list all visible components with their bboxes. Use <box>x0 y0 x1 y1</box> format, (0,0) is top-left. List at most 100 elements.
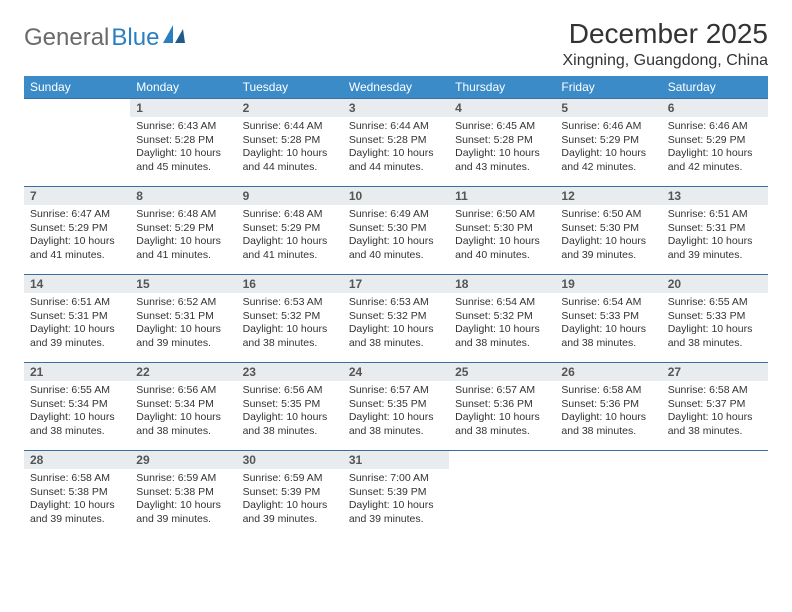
daylight-line: Daylight: 10 hours and 43 minutes. <box>455 147 549 174</box>
sunrise-line: Sunrise: 6:56 AM <box>243 384 337 398</box>
day-cell: 13Sunrise: 6:51 AMSunset: 5:31 PMDayligh… <box>662 187 768 275</box>
sunset-line: Sunset: 5:30 PM <box>561 222 655 236</box>
day-body: Sunrise: 6:57 AMSunset: 5:36 PMDaylight:… <box>449 381 555 443</box>
sunrise-line: Sunrise: 6:52 AM <box>136 296 230 310</box>
daylight-line: Daylight: 10 hours and 44 minutes. <box>243 147 337 174</box>
day-body: Sunrise: 6:58 AMSunset: 5:36 PMDaylight:… <box>555 381 661 443</box>
daylight-line: Daylight: 10 hours and 38 minutes. <box>349 323 443 350</box>
daylight-line: Daylight: 10 hours and 38 minutes. <box>136 411 230 438</box>
day-cell: 20Sunrise: 6:55 AMSunset: 5:33 PMDayligh… <box>662 275 768 363</box>
day-number: 16 <box>237 275 343 293</box>
day-cell: 3Sunrise: 6:44 AMSunset: 5:28 PMDaylight… <box>343 99 449 187</box>
day-number: 22 <box>130 363 236 381</box>
day-cell: 18Sunrise: 6:54 AMSunset: 5:32 PMDayligh… <box>449 275 555 363</box>
day-number: 23 <box>237 363 343 381</box>
day-cell: 26Sunrise: 6:58 AMSunset: 5:36 PMDayligh… <box>555 363 661 451</box>
daylight-line: Daylight: 10 hours and 38 minutes. <box>668 323 762 350</box>
day-number: 9 <box>237 187 343 205</box>
location: Xingning, Guangdong, China <box>563 52 769 70</box>
day-body: Sunrise: 6:56 AMSunset: 5:35 PMDaylight:… <box>237 381 343 443</box>
day-number: 3 <box>343 99 449 117</box>
sunset-line: Sunset: 5:39 PM <box>243 486 337 500</box>
sunset-line: Sunset: 5:29 PM <box>30 222 124 236</box>
day-number: 20 <box>662 275 768 293</box>
sunset-line: Sunset: 5:38 PM <box>30 486 124 500</box>
calendar-row: 14Sunrise: 6:51 AMSunset: 5:31 PMDayligh… <box>24 275 768 363</box>
daylight-line: Daylight: 10 hours and 41 minutes. <box>243 235 337 262</box>
day-number: 25 <box>449 363 555 381</box>
sunrise-line: Sunrise: 6:43 AM <box>136 120 230 134</box>
day-number: 2 <box>237 99 343 117</box>
day-cell: 30Sunrise: 6:59 AMSunset: 5:39 PMDayligh… <box>237 451 343 539</box>
sunset-line: Sunset: 5:39 PM <box>349 486 443 500</box>
day-cell: 8Sunrise: 6:48 AMSunset: 5:29 PMDaylight… <box>130 187 236 275</box>
sunrise-line: Sunrise: 6:46 AM <box>561 120 655 134</box>
day-number: 17 <box>343 275 449 293</box>
day-cell: 6Sunrise: 6:46 AMSunset: 5:29 PMDaylight… <box>662 99 768 187</box>
sunset-line: Sunset: 5:28 PM <box>243 134 337 148</box>
day-body: Sunrise: 6:53 AMSunset: 5:32 PMDaylight:… <box>237 293 343 355</box>
sunrise-line: Sunrise: 6:53 AM <box>349 296 443 310</box>
sunset-line: Sunset: 5:35 PM <box>349 398 443 412</box>
day-number: 12 <box>555 187 661 205</box>
sunset-line: Sunset: 5:34 PM <box>136 398 230 412</box>
day-cell: 10Sunrise: 6:49 AMSunset: 5:30 PMDayligh… <box>343 187 449 275</box>
day-cell: 21Sunrise: 6:55 AMSunset: 5:34 PMDayligh… <box>24 363 130 451</box>
day-body: Sunrise: 6:46 AMSunset: 5:29 PMDaylight:… <box>662 117 768 179</box>
sunset-line: Sunset: 5:29 PM <box>668 134 762 148</box>
day-number: 14 <box>24 275 130 293</box>
sunrise-line: Sunrise: 6:50 AM <box>455 208 549 222</box>
day-cell: 31Sunrise: 7:00 AMSunset: 5:39 PMDayligh… <box>343 451 449 539</box>
sunset-line: Sunset: 5:33 PM <box>561 310 655 324</box>
day-body: Sunrise: 6:50 AMSunset: 5:30 PMDaylight:… <box>449 205 555 267</box>
day-cell: 5Sunrise: 6:46 AMSunset: 5:29 PMDaylight… <box>555 99 661 187</box>
day-cell: 22Sunrise: 6:56 AMSunset: 5:34 PMDayligh… <box>130 363 236 451</box>
sunrise-line: Sunrise: 6:53 AM <box>243 296 337 310</box>
day-cell: 23Sunrise: 6:56 AMSunset: 5:35 PMDayligh… <box>237 363 343 451</box>
day-number: 13 <box>662 187 768 205</box>
daylight-line: Daylight: 10 hours and 39 minutes. <box>136 323 230 350</box>
day-cell: 28Sunrise: 6:58 AMSunset: 5:38 PMDayligh… <box>24 451 130 539</box>
brand-part2: Blue <box>111 24 159 52</box>
calendar-page: GeneralBlue December 2025 Xingning, Guan… <box>0 0 792 557</box>
day-number: 24 <box>343 363 449 381</box>
weekday-header: Monday <box>130 76 236 99</box>
sunrise-line: Sunrise: 6:57 AM <box>455 384 549 398</box>
sunset-line: Sunset: 5:28 PM <box>349 134 443 148</box>
day-body: Sunrise: 6:56 AMSunset: 5:34 PMDaylight:… <box>130 381 236 443</box>
sunrise-line: Sunrise: 6:44 AM <box>349 120 443 134</box>
sunset-line: Sunset: 5:36 PM <box>455 398 549 412</box>
daylight-line: Daylight: 10 hours and 45 minutes. <box>136 147 230 174</box>
daylight-line: Daylight: 10 hours and 39 minutes. <box>136 499 230 526</box>
sunrise-line: Sunrise: 6:58 AM <box>30 472 124 486</box>
empty-cell <box>662 451 768 539</box>
day-cell: 19Sunrise: 6:54 AMSunset: 5:33 PMDayligh… <box>555 275 661 363</box>
day-body: Sunrise: 6:51 AMSunset: 5:31 PMDaylight:… <box>24 293 130 355</box>
day-body: Sunrise: 6:59 AMSunset: 5:38 PMDaylight:… <box>130 469 236 531</box>
calendar-row: 21Sunrise: 6:55 AMSunset: 5:34 PMDayligh… <box>24 363 768 451</box>
sunrise-line: Sunrise: 6:48 AM <box>136 208 230 222</box>
day-cell: 27Sunrise: 6:58 AMSunset: 5:37 PMDayligh… <box>662 363 768 451</box>
day-number: 31 <box>343 451 449 469</box>
daylight-line: Daylight: 10 hours and 38 minutes. <box>455 411 549 438</box>
day-number: 7 <box>24 187 130 205</box>
daylight-line: Daylight: 10 hours and 40 minutes. <box>455 235 549 262</box>
day-cell: 4Sunrise: 6:45 AMSunset: 5:28 PMDaylight… <box>449 99 555 187</box>
daylight-line: Daylight: 10 hours and 39 minutes. <box>668 235 762 262</box>
day-body: Sunrise: 6:51 AMSunset: 5:31 PMDaylight:… <box>662 205 768 267</box>
day-body: Sunrise: 6:48 AMSunset: 5:29 PMDaylight:… <box>130 205 236 267</box>
day-number: 8 <box>130 187 236 205</box>
weekday-header: Friday <box>555 76 661 99</box>
day-body: Sunrise: 6:47 AMSunset: 5:29 PMDaylight:… <box>24 205 130 267</box>
sunrise-line: Sunrise: 6:54 AM <box>455 296 549 310</box>
day-body: Sunrise: 6:46 AMSunset: 5:29 PMDaylight:… <box>555 117 661 179</box>
day-body: Sunrise: 6:55 AMSunset: 5:33 PMDaylight:… <box>662 293 768 355</box>
day-body: Sunrise: 6:54 AMSunset: 5:33 PMDaylight:… <box>555 293 661 355</box>
daylight-line: Daylight: 10 hours and 39 minutes. <box>349 499 443 526</box>
daylight-line: Daylight: 10 hours and 42 minutes. <box>668 147 762 174</box>
sunset-line: Sunset: 5:34 PM <box>30 398 124 412</box>
sunrise-line: Sunrise: 6:50 AM <box>561 208 655 222</box>
sunrise-line: Sunrise: 6:45 AM <box>455 120 549 134</box>
sunrise-line: Sunrise: 6:51 AM <box>668 208 762 222</box>
sunset-line: Sunset: 5:29 PM <box>243 222 337 236</box>
